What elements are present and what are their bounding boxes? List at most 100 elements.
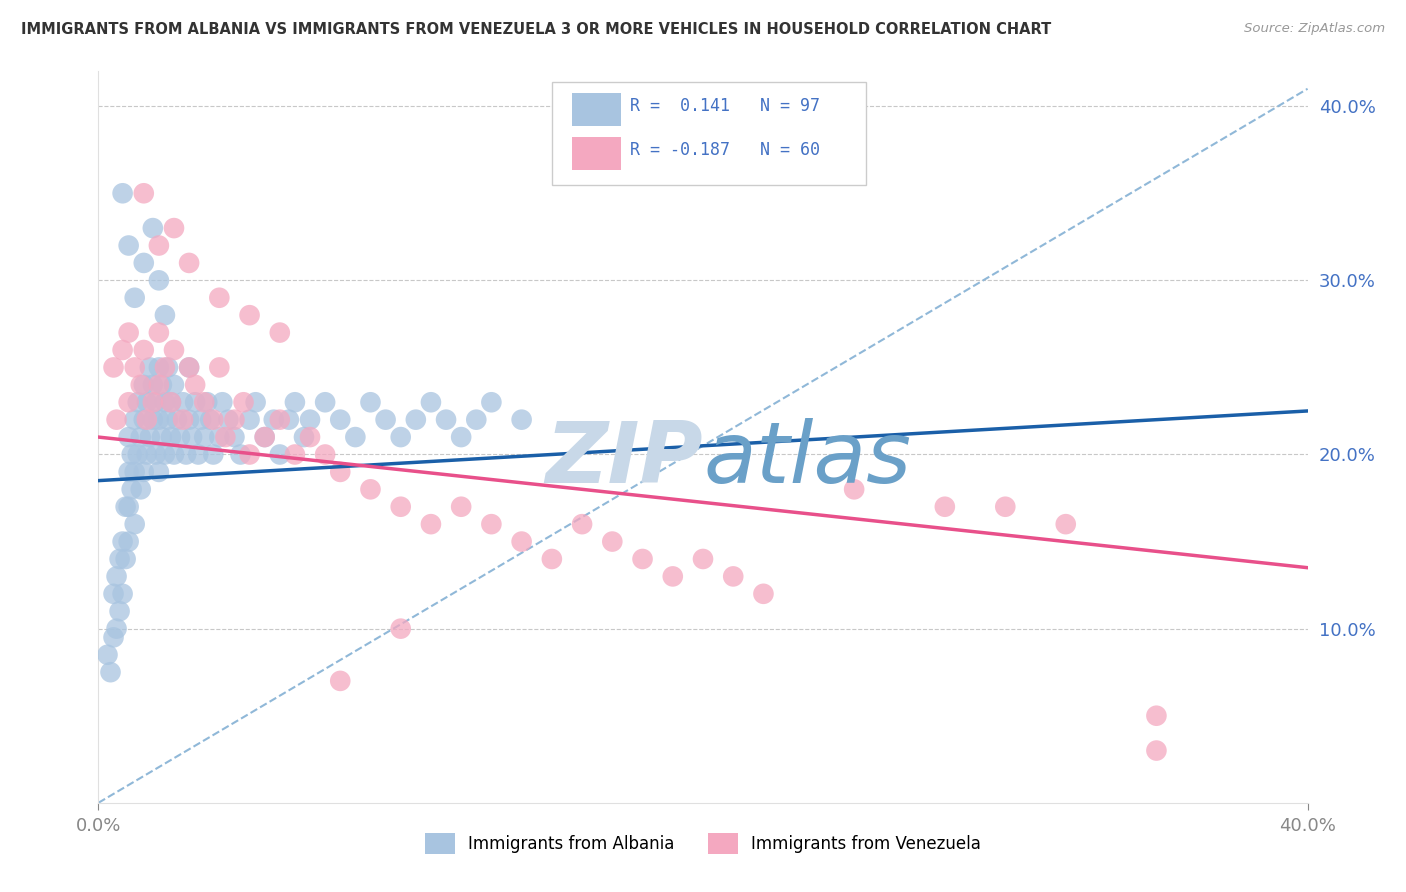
Point	[269, 448, 291, 462]
Point	[184, 377, 207, 392]
Point	[118, 534, 141, 549]
Point	[465, 412, 488, 426]
Point	[232, 395, 254, 409]
Text: R = -0.187   N = 60: R = -0.187 N = 60	[630, 141, 821, 160]
Point	[661, 569, 683, 583]
Point	[148, 377, 170, 392]
Point	[360, 483, 382, 497]
Point	[510, 412, 533, 426]
Point	[299, 430, 322, 444]
Point	[148, 412, 170, 426]
Point	[389, 622, 412, 636]
Point	[181, 430, 204, 444]
Point	[124, 412, 146, 426]
Point	[124, 517, 146, 532]
Point	[132, 256, 155, 270]
Point	[163, 377, 186, 392]
Point	[239, 412, 262, 426]
Point	[111, 343, 134, 357]
Point	[142, 412, 165, 426]
Point	[208, 430, 231, 444]
Point	[245, 395, 267, 409]
Point	[105, 412, 128, 426]
Point	[329, 412, 352, 426]
Point	[118, 238, 141, 252]
Point	[195, 395, 218, 409]
Point	[132, 412, 155, 426]
Point	[148, 465, 170, 479]
Point	[263, 412, 285, 426]
Point	[121, 483, 143, 497]
Point	[153, 308, 176, 322]
Point	[121, 448, 143, 462]
Text: atlas: atlas	[703, 417, 911, 500]
Point	[405, 412, 427, 426]
Point	[166, 412, 188, 426]
Point	[156, 412, 179, 426]
Point	[510, 534, 533, 549]
Point	[994, 500, 1017, 514]
Point	[208, 291, 231, 305]
Text: ZIP: ZIP	[546, 417, 703, 500]
Point	[692, 552, 714, 566]
Point	[129, 483, 152, 497]
Point	[434, 412, 457, 426]
Point	[269, 326, 291, 340]
Point	[187, 448, 209, 462]
Point	[179, 256, 201, 270]
Point	[229, 448, 252, 462]
Point	[127, 395, 149, 409]
Point	[160, 395, 183, 409]
Point	[299, 412, 322, 426]
Point	[150, 377, 173, 392]
Text: Source: ZipAtlas.com: Source: ZipAtlas.com	[1244, 22, 1385, 36]
Point	[200, 412, 222, 426]
Point	[142, 377, 165, 392]
Point	[114, 500, 136, 514]
Point	[450, 430, 472, 444]
Point	[1144, 708, 1167, 723]
Point	[179, 360, 201, 375]
Point	[142, 221, 165, 235]
Point	[239, 308, 262, 322]
Point	[150, 430, 173, 444]
FancyBboxPatch shape	[551, 82, 866, 185]
Point	[103, 587, 125, 601]
Point	[100, 665, 122, 680]
Point	[374, 412, 396, 426]
Point	[389, 500, 412, 514]
Point	[135, 395, 157, 409]
Point	[420, 395, 443, 409]
Point	[269, 412, 291, 426]
Point	[179, 412, 201, 426]
Text: IMMIGRANTS FROM ALBANIA VS IMMIGRANTS FROM VENEZUELA 3 OR MORE VEHICLES IN HOUSE: IMMIGRANTS FROM ALBANIA VS IMMIGRANTS FR…	[21, 22, 1052, 37]
Point	[103, 360, 125, 375]
Point	[153, 395, 176, 409]
Point	[723, 569, 745, 583]
Point	[135, 448, 157, 462]
Point	[211, 395, 233, 409]
Point	[174, 448, 197, 462]
Text: R =  0.141   N = 97: R = 0.141 N = 97	[630, 97, 821, 115]
Point	[103, 631, 125, 645]
Point	[105, 569, 128, 583]
Point	[360, 395, 382, 409]
Point	[217, 412, 239, 426]
Point	[118, 465, 141, 479]
Point	[292, 430, 315, 444]
Point	[193, 430, 215, 444]
Point	[481, 517, 503, 532]
Point	[190, 412, 212, 426]
Point	[114, 552, 136, 566]
Point	[160, 395, 183, 409]
Point	[148, 273, 170, 287]
Point	[184, 395, 207, 409]
Point	[163, 221, 186, 235]
Point	[156, 360, 179, 375]
Point	[118, 395, 141, 409]
Legend: Immigrants from Albania, Immigrants from Venezuela: Immigrants from Albania, Immigrants from…	[418, 827, 988, 860]
Point	[1144, 743, 1167, 757]
Point	[172, 395, 194, 409]
Point	[153, 360, 176, 375]
Point	[124, 291, 146, 305]
